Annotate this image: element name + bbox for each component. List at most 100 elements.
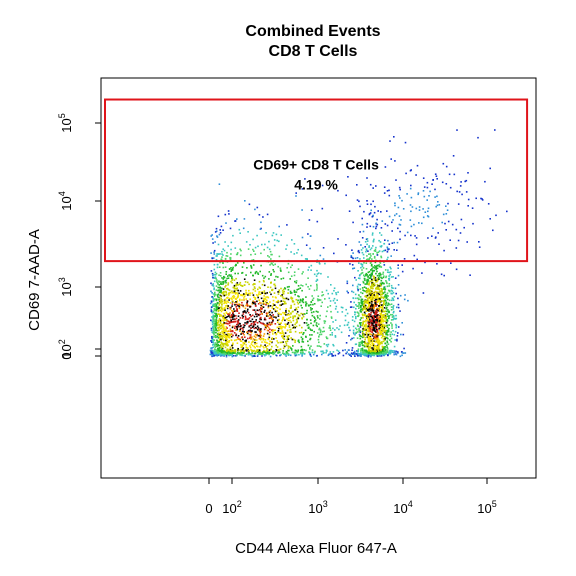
event-point (378, 350, 381, 353)
event-point (223, 249, 226, 252)
event-point (225, 338, 227, 340)
event-point (221, 250, 223, 253)
event-point (304, 329, 307, 332)
event-point (226, 315, 229, 318)
event-point (387, 309, 389, 311)
event-point (210, 310, 213, 312)
event-point (288, 317, 290, 319)
event-point (236, 351, 239, 354)
event-point (322, 350, 324, 352)
event-point (378, 341, 380, 344)
event-point (223, 326, 225, 328)
event-point (286, 267, 288, 269)
event-point (218, 280, 220, 283)
event-point (217, 334, 220, 337)
event-point (382, 314, 385, 317)
event-point (315, 310, 318, 313)
event-point (253, 322, 255, 324)
event-point (373, 238, 375, 241)
event-point (467, 198, 470, 201)
event-point (339, 325, 341, 327)
event-point (271, 307, 274, 309)
event-point (225, 281, 227, 284)
event-point (216, 266, 219, 269)
event-point (297, 316, 299, 319)
event-point (472, 222, 474, 225)
event-point (224, 301, 226, 304)
event-point (301, 236, 304, 239)
event-point (358, 345, 360, 347)
event-point (378, 352, 380, 354)
event-point (319, 314, 321, 317)
event-point (273, 244, 276, 247)
event-point (239, 290, 242, 292)
event-point (392, 304, 395, 307)
event-point (301, 209, 303, 211)
event-point (363, 345, 366, 348)
event-point (393, 351, 395, 354)
event-point (322, 294, 325, 296)
event-point (221, 332, 224, 334)
event-point (382, 304, 384, 306)
event-point (300, 284, 302, 286)
event-point (223, 312, 225, 315)
event-point (222, 335, 224, 338)
event-point (363, 302, 366, 305)
event-point (269, 315, 272, 318)
event-point (290, 337, 292, 339)
event-point (388, 315, 391, 317)
event-point (348, 326, 350, 329)
event-point (210, 300, 213, 302)
event-point (335, 293, 338, 296)
event-point (222, 292, 225, 294)
event-point (364, 306, 367, 309)
event-point (378, 340, 381, 343)
event-point (387, 317, 390, 320)
event-point (222, 345, 225, 347)
event-point (229, 306, 231, 309)
event-point (385, 320, 387, 323)
event-point (271, 234, 274, 237)
event-point (363, 354, 366, 356)
event-point (215, 285, 218, 287)
event-point (395, 325, 398, 327)
event-point (362, 307, 365, 309)
event-point (372, 311, 374, 313)
event-point (287, 319, 290, 322)
event-point (256, 325, 259, 328)
event-point (223, 339, 225, 341)
event-point (246, 347, 249, 349)
event-point (371, 342, 373, 344)
event-point (379, 274, 382, 276)
event-point (387, 354, 389, 356)
event-point (383, 314, 385, 316)
event-point (364, 354, 367, 357)
event-point (391, 286, 393, 289)
event-point (272, 269, 274, 271)
event-point (238, 228, 241, 231)
event-point (234, 272, 236, 275)
event-point (379, 326, 381, 329)
event-point (286, 244, 288, 247)
event-point (396, 306, 398, 309)
event-point (362, 300, 364, 303)
event-point (379, 241, 382, 243)
event-point (390, 309, 393, 311)
event-point (264, 275, 267, 278)
event-point (288, 310, 290, 313)
event-point (355, 316, 357, 318)
event-point (333, 289, 335, 292)
event-point (360, 311, 363, 313)
event-point (367, 329, 369, 332)
event-point (492, 229, 494, 232)
event-point (212, 305, 214, 307)
event-point (361, 330, 364, 333)
event-point (375, 268, 378, 271)
event-point (246, 267, 248, 269)
event-point (362, 334, 365, 337)
event-point (365, 353, 368, 356)
event-point (287, 271, 290, 274)
event-point (374, 250, 377, 252)
event-point (257, 327, 260, 329)
event-point (301, 355, 303, 357)
